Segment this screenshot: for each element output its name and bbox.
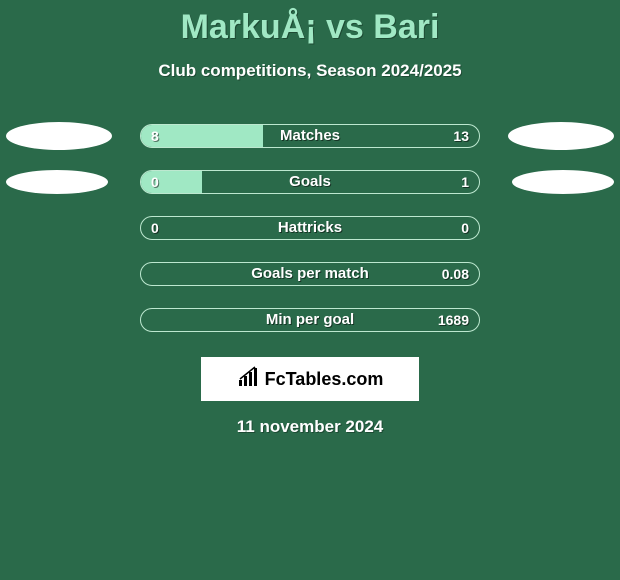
logo-box[interactable]: FcTables.com [201,357,419,401]
stat-value-left: 0 [151,171,159,193]
stat-value-right: 1 [461,171,469,193]
stat-value-right: 0.08 [442,263,469,285]
stat-bar: Matches8 13 [140,124,480,148]
stat-value-left: 0 [151,217,159,239]
stat-bar: Goals per match0.08 [140,262,480,286]
team-marker-left [6,170,108,194]
stat-value-right: 1689 [438,309,469,331]
team-marker-right [508,122,614,150]
stat-bar: Hattricks0 0 [140,216,480,240]
page-subtitle: Club competitions, Season 2024/2025 [0,61,620,81]
team-marker-right [512,170,614,194]
stat-label: Goals [141,171,479,193]
stat-value-left: 8 [151,125,159,147]
stat-label: Hattricks [141,217,479,239]
logo-text: FcTables.com [265,369,384,390]
stats-container: Matches813Goals01Hattricks00Goals per ma… [0,113,620,343]
stat-bar: Min per goal1689 [140,308,480,332]
date-label: 11 november 2024 [0,417,620,437]
stat-bar: Goals0 1 [140,170,480,194]
page-title: MarkuÅ¡ vs Bari [0,0,620,47]
stat-row: Goals0 1 [0,159,620,205]
stat-value-right: 13 [453,125,469,147]
stat-label: Matches [141,125,479,147]
stat-label: Goals per match [141,263,479,285]
stat-row: Goals per match0.08 [0,251,620,297]
stat-row: Hattricks0 0 [0,205,620,251]
stat-label: Min per goal [141,309,479,331]
stat-row: Matches8 13 [0,113,620,159]
stat-value-right: 0 [461,217,469,239]
team-marker-left [6,122,112,150]
stat-row: Min per goal1689 [0,297,620,343]
chart-icon [237,366,259,393]
